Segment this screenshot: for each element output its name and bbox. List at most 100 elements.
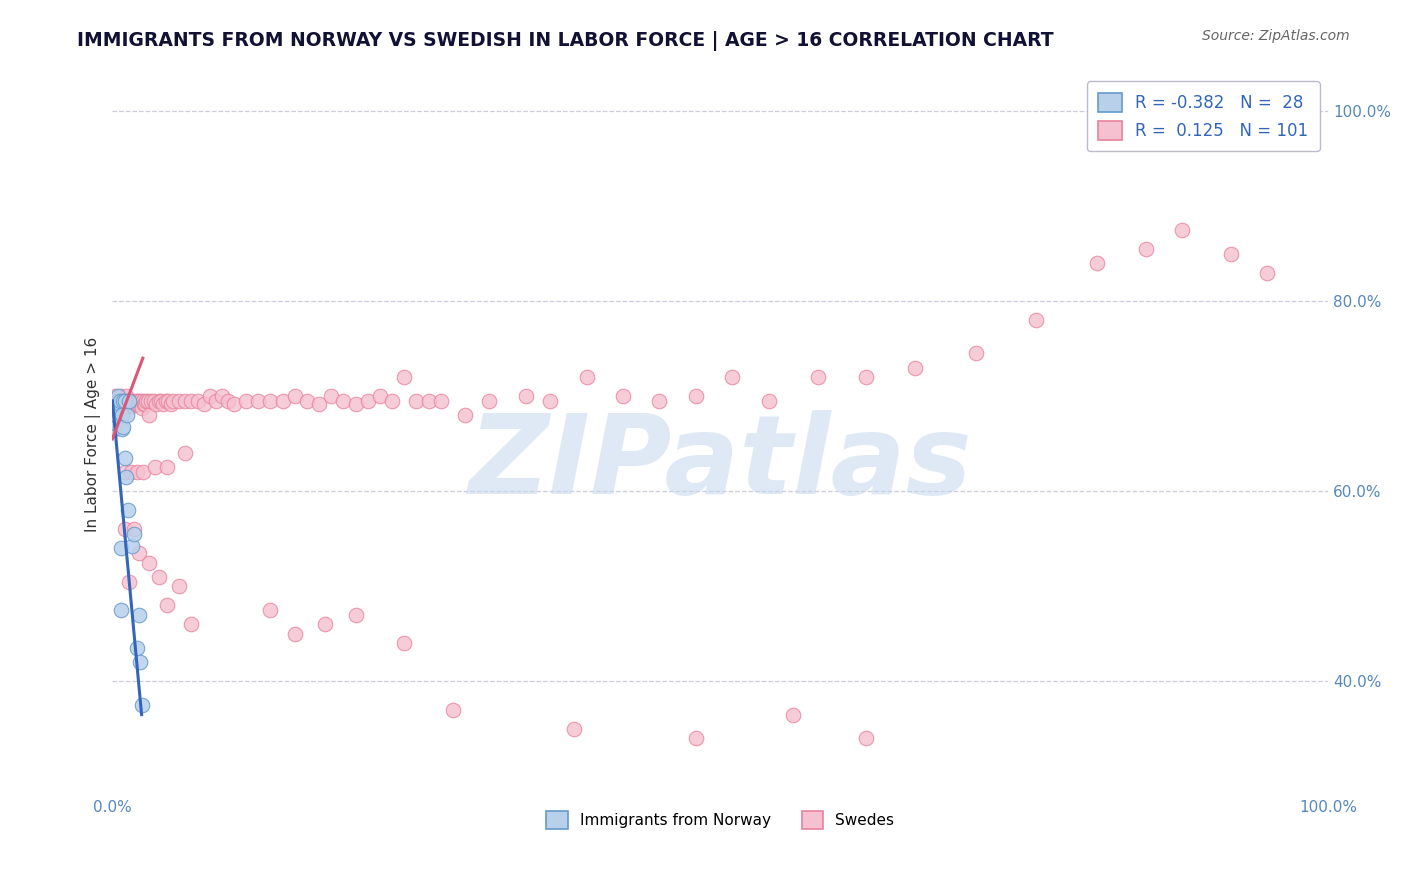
Point bbox=[308, 397, 330, 411]
Point bbox=[108, 393, 131, 408]
Point bbox=[115, 393, 138, 408]
Point bbox=[118, 574, 141, 589]
Point bbox=[104, 416, 127, 430]
Point bbox=[685, 731, 707, 746]
Point bbox=[132, 465, 155, 479]
Point bbox=[124, 527, 146, 541]
Point bbox=[120, 393, 142, 408]
Point bbox=[454, 408, 477, 422]
Point bbox=[138, 408, 160, 422]
Point bbox=[344, 607, 367, 622]
Point bbox=[1025, 313, 1047, 327]
Point bbox=[156, 599, 179, 613]
Point bbox=[575, 370, 598, 384]
Text: Source: ZipAtlas.com: Source: ZipAtlas.com bbox=[1202, 29, 1350, 43]
Point bbox=[112, 401, 135, 415]
Point bbox=[150, 393, 173, 408]
Point bbox=[332, 393, 354, 408]
Point bbox=[295, 393, 318, 408]
Point bbox=[259, 393, 281, 408]
Point bbox=[110, 397, 132, 411]
Point bbox=[134, 397, 156, 411]
Point bbox=[186, 393, 208, 408]
Point bbox=[107, 401, 129, 415]
Point bbox=[169, 579, 191, 593]
Point bbox=[169, 393, 191, 408]
Point bbox=[515, 389, 537, 403]
Point bbox=[152, 397, 174, 411]
Point bbox=[110, 541, 132, 556]
Point bbox=[904, 360, 927, 375]
Point bbox=[105, 393, 128, 408]
Point bbox=[111, 399, 134, 413]
Point bbox=[855, 731, 877, 746]
Point bbox=[118, 393, 141, 408]
Point bbox=[117, 503, 139, 517]
Point bbox=[612, 389, 634, 403]
Point bbox=[368, 389, 391, 403]
Point bbox=[180, 617, 202, 632]
Point bbox=[1085, 256, 1108, 270]
Point bbox=[392, 636, 415, 650]
Point bbox=[648, 393, 671, 408]
Point bbox=[392, 370, 415, 384]
Point bbox=[855, 370, 877, 384]
Point bbox=[174, 393, 197, 408]
Point bbox=[357, 393, 380, 408]
Point bbox=[235, 393, 257, 408]
Point bbox=[782, 707, 804, 722]
Point bbox=[211, 389, 233, 403]
Point bbox=[105, 408, 128, 422]
Point bbox=[429, 393, 451, 408]
Point bbox=[112, 393, 135, 408]
Point bbox=[111, 422, 134, 436]
Point bbox=[125, 465, 148, 479]
Point bbox=[1219, 246, 1241, 260]
Point bbox=[162, 393, 184, 408]
Point bbox=[124, 393, 146, 408]
Point bbox=[125, 393, 148, 408]
Point bbox=[114, 393, 136, 408]
Point bbox=[114, 393, 136, 408]
Point bbox=[105, 397, 128, 411]
Point bbox=[125, 641, 148, 656]
Point bbox=[103, 393, 125, 408]
Point bbox=[148, 570, 170, 584]
Text: IMMIGRANTS FROM NORWAY VS SWEDISH IN LABOR FORCE | AGE > 16 CORRELATION CHART: IMMIGRANTS FROM NORWAY VS SWEDISH IN LAB… bbox=[77, 31, 1054, 51]
Point bbox=[127, 393, 149, 408]
Point bbox=[132, 393, 155, 408]
Point bbox=[128, 607, 150, 622]
Point bbox=[121, 540, 143, 554]
Point bbox=[114, 397, 136, 411]
Point bbox=[114, 465, 136, 479]
Point bbox=[157, 393, 180, 408]
Y-axis label: In Labor Force | Age > 16: In Labor Force | Age > 16 bbox=[86, 336, 101, 532]
Point bbox=[758, 393, 780, 408]
Point bbox=[271, 393, 294, 408]
Point bbox=[538, 393, 561, 408]
Point bbox=[222, 397, 245, 411]
Point bbox=[159, 397, 181, 411]
Point bbox=[104, 389, 127, 403]
Point bbox=[114, 389, 136, 403]
Point bbox=[120, 465, 142, 479]
Point bbox=[381, 393, 404, 408]
Point bbox=[117, 399, 139, 413]
Point bbox=[135, 393, 157, 408]
Point bbox=[143, 460, 166, 475]
Point bbox=[156, 460, 179, 475]
Point bbox=[111, 408, 134, 422]
Point bbox=[141, 393, 163, 408]
Point bbox=[124, 397, 146, 411]
Point bbox=[314, 617, 336, 632]
Point bbox=[247, 393, 270, 408]
Point bbox=[174, 446, 197, 460]
Point bbox=[284, 389, 307, 403]
Point bbox=[321, 389, 343, 403]
Point bbox=[108, 397, 131, 411]
Point bbox=[107, 393, 129, 408]
Point bbox=[217, 393, 239, 408]
Point bbox=[136, 393, 159, 408]
Point bbox=[145, 397, 167, 411]
Point bbox=[107, 389, 129, 403]
